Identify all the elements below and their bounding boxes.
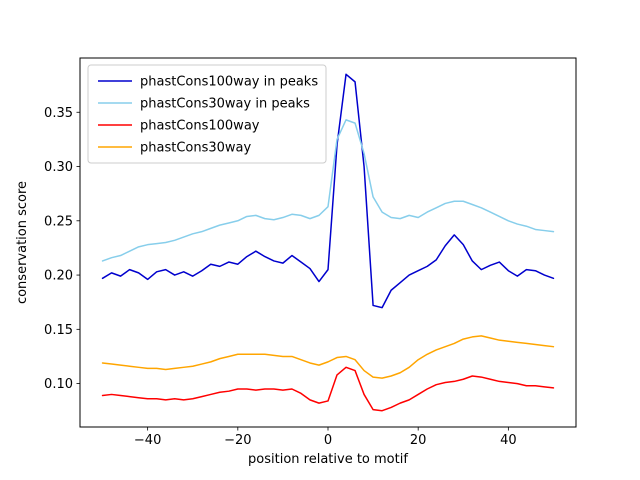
legend-label-3: phastCons30way [140, 141, 252, 156]
series-line-3 [101, 335, 555, 379]
legend-box [87, 64, 327, 164]
x-axis-label: position relative to motif [248, 452, 408, 467]
y-tick-label: 0.20 [44, 269, 73, 284]
x-tick-label: 40 [500, 433, 517, 448]
x-tick-label: −20 [224, 433, 251, 448]
legend-label-1: phastCons30way in peaks [140, 97, 310, 112]
series-line-0 [101, 73, 555, 309]
y-tick-label: 0.10 [44, 377, 73, 392]
x-tick-label: 20 [410, 433, 427, 448]
legend-label-2: phastCons100way [140, 119, 260, 134]
y-axis-label: conservation score [15, 181, 30, 304]
y-tick-label: 0.15 [44, 323, 73, 338]
x-tick-label: −40 [134, 433, 161, 448]
series-line-1 [101, 119, 555, 262]
y-tick-label: 0.35 [44, 106, 73, 121]
y-tick-label: 0.25 [44, 214, 73, 229]
series-line-2 [101, 366, 555, 412]
legend-label-0: phastCons100way in peaks [140, 75, 318, 90]
x-tick-label: 0 [324, 433, 332, 448]
y-tick-label: 0.30 [44, 160, 73, 175]
